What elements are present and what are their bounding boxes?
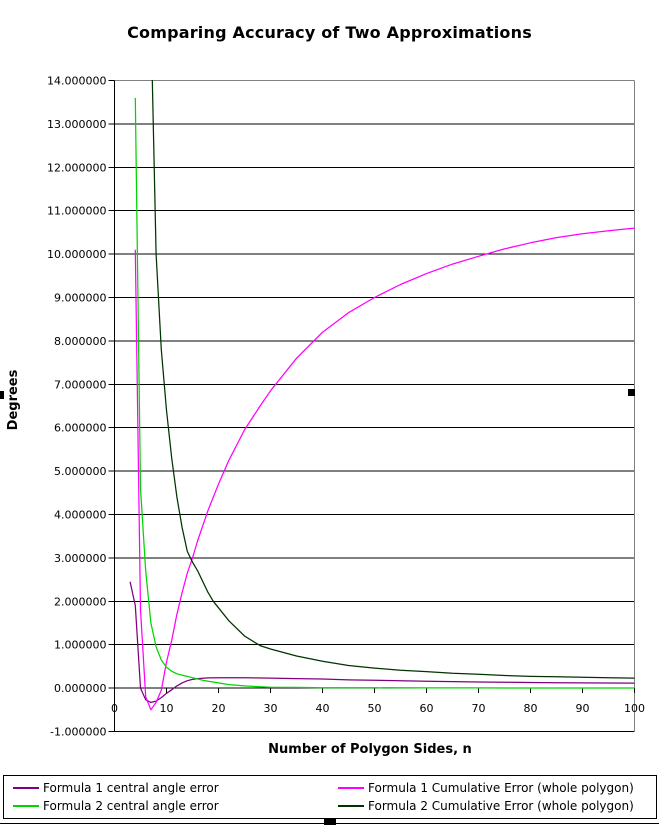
- plot-border: [114, 80, 635, 732]
- y-tick-label: 8.000000: [54, 335, 107, 348]
- y-tick-label: 7.000000: [54, 378, 107, 391]
- legend-item-f1-cumulative[interactable]: Formula 1 Cumulative Error (whole polygo…: [338, 781, 656, 795]
- legend-item-f2-cumulative[interactable]: Formula 2 Cumulative Error (whole polygo…: [338, 799, 656, 813]
- y-tick-label: 9.000000: [54, 292, 107, 305]
- y-axis-title: Degrees: [6, 369, 21, 430]
- x-tick-label: 60: [420, 702, 434, 715]
- x-tick-label: 90: [576, 702, 590, 715]
- axes: [114, 80, 635, 732]
- x-tick-label: 20: [212, 702, 226, 715]
- gridlines: [114, 80, 635, 732]
- series-lines: [129, 0, 635, 711]
- chart-title: Comparing Accuracy of Two Approximations: [127, 23, 532, 42]
- legend-swatch-f2-cumulative-line: [338, 805, 364, 808]
- legend-swatch-f1-central-line: [13, 786, 39, 789]
- y-tick-label: 2.000000: [54, 595, 107, 608]
- series-line-formula-2-central-angle-error[interactable]: [134, 97, 635, 689]
- y-tick-label: 6.000000: [54, 422, 107, 435]
- x-tick-label: 0: [111, 702, 118, 715]
- x-tick-labels: 0 10 20 30 40 50 60 70 80 90 100: [111, 688, 645, 715]
- legend-swatch-f2-central-line: [13, 805, 39, 808]
- legend-label: Formula 2 Cumulative Error (whole polygo…: [368, 799, 634, 814]
- series-line-formula-1-cumulative-error-whole-polygon-[interactable]: [134, 227, 635, 711]
- legend-item-f1-central[interactable]: Formula 1 central angle error: [13, 781, 338, 795]
- y-tick-label: 4.000000: [54, 509, 107, 522]
- legend-label: Formula 1 Cumulative Error (whole polygo…: [368, 780, 634, 795]
- x-tick-label: 40: [316, 702, 330, 715]
- legend-item-f2-central[interactable]: Formula 2 central angle error: [13, 799, 338, 813]
- y-tick-label: 14.000000: [47, 75, 107, 88]
- legend-label: Formula 2 central angle error: [43, 799, 219, 814]
- y-tick-label: -1.000000: [50, 726, 106, 739]
- x-axis-title: Number of Polygon Sides, n: [268, 742, 472, 757]
- y-tick-label: 1.000000: [54, 639, 107, 652]
- x-tick-label: 70: [472, 702, 486, 715]
- y-tick-labels: -1.000000 0.000000 1.000000 2.000000 3.00000…: [47, 75, 115, 739]
- selection-handle-bottom[interactable]: [324, 819, 336, 825]
- series-line-formula-1-central-angle-error[interactable]: [129, 581, 635, 704]
- y-tick-label: 11.000000: [47, 205, 107, 218]
- selection-handle-right[interactable]: [628, 389, 635, 396]
- y-tick-label: 12.000000: [47, 161, 107, 174]
- x-tick-label: 30: [264, 702, 278, 715]
- legend: Formula 1 central angle error Formula 1 …: [3, 775, 657, 819]
- x-tick-label: 10: [160, 702, 174, 715]
- y-tick-label: 13.000000: [47, 118, 107, 131]
- selection-handle-left[interactable]: [0, 391, 4, 399]
- x-tick-label: 100: [624, 702, 645, 715]
- y-tick-label: 3.000000: [54, 552, 107, 565]
- x-tick-label: 80: [524, 702, 538, 715]
- y-tick-label: 5.000000: [54, 465, 107, 478]
- y-tick-label: 10.000000: [47, 248, 107, 261]
- y-tick-label: 0.000000: [54, 682, 107, 695]
- legend-swatch-f1-cumulative-line: [338, 786, 364, 789]
- legend-label: Formula 1 central angle error: [43, 780, 219, 795]
- series-line-formula-2-cumulative-error-whole-polygon-[interactable]: [146, 0, 635, 679]
- x-tick-label: 50: [368, 702, 382, 715]
